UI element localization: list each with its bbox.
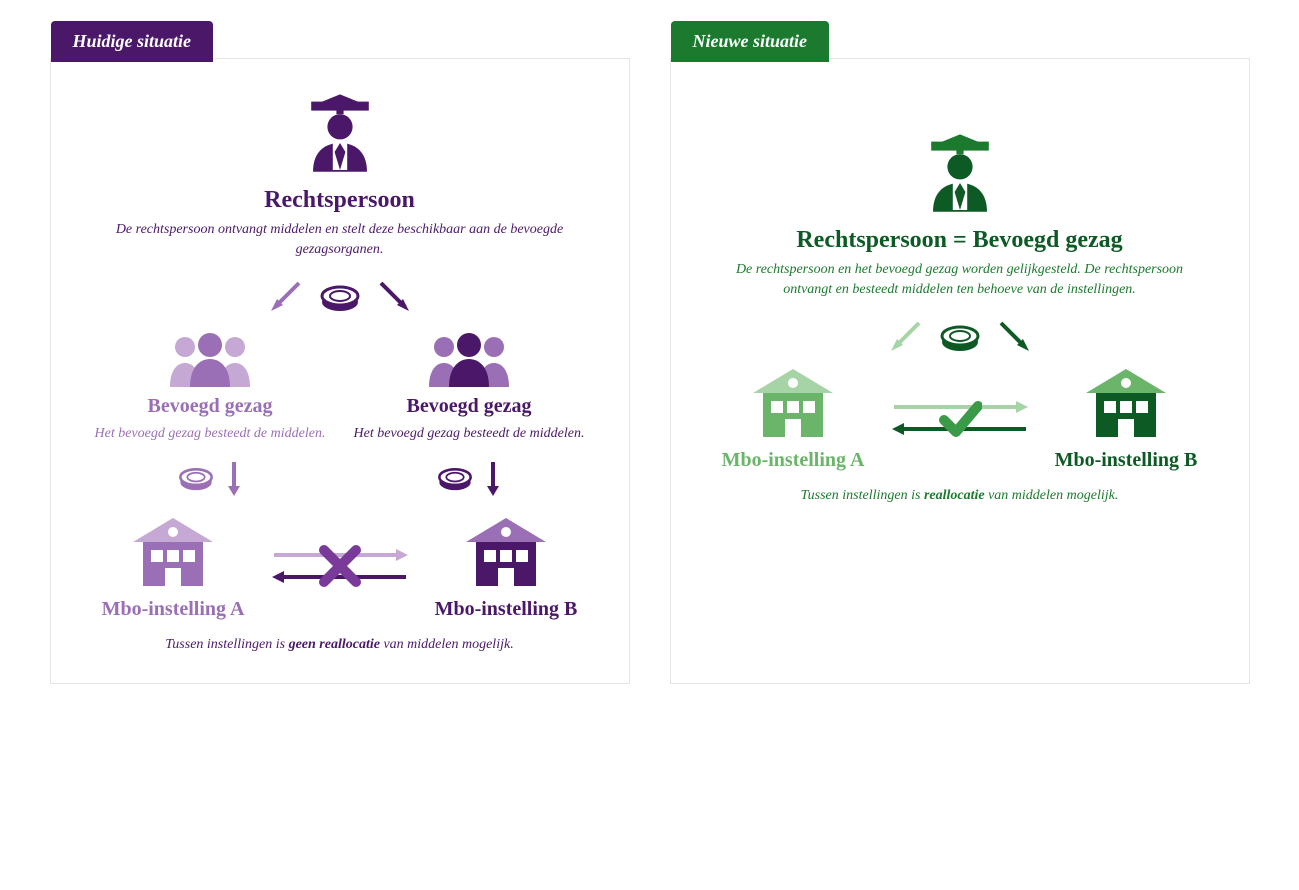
title-current: Rechtspersoon — [264, 187, 415, 214]
check-icon — [938, 396, 982, 440]
authority-a-desc: Het bevoegd gezag besteedt de middelen. — [95, 424, 326, 444]
tab-new: Nieuwe situatie — [671, 21, 830, 62]
title-new: Rechtspersoon = Bevoegd gezag — [796, 227, 1122, 254]
building-icon — [743, 363, 843, 443]
footer-post: van middelen mogelijk. — [380, 637, 514, 652]
people-icon — [160, 329, 260, 389]
graduate-icon — [295, 89, 385, 179]
tab-current: Huidige situatie — [51, 21, 214, 62]
cross-icon — [318, 544, 362, 588]
building-icon — [1076, 363, 1176, 443]
panel-new: Nieuwe situatie Rechtspersoon = Bevoegd … — [670, 58, 1250, 684]
arrow-left-icon — [885, 317, 925, 357]
institution-a: Mbo-instelling A — [81, 512, 266, 621]
building-icon — [456, 512, 556, 592]
authority-b: Bevoegd gezag Het bevoegd gezag besteedt… — [340, 329, 599, 498]
coin-icon — [435, 463, 475, 493]
footer-pre: Tussen instellingen is — [801, 488, 924, 503]
authority-a-title: Bevoegd gezag — [148, 395, 273, 418]
arrow-down-icon — [224, 458, 244, 498]
institution-b-new-label: Mbo-instelling B — [1055, 449, 1198, 472]
exchange-blocked — [266, 546, 414, 586]
footer-bold: geen reallocatie — [289, 637, 380, 652]
footer-pre: Tussen instellingen is — [165, 637, 288, 652]
authority-a: Bevoegd gezag Het bevoegd gezag besteedt… — [81, 329, 340, 498]
institution-b-new: Mbo-instelling B — [1034, 363, 1219, 472]
panel-current: Huidige situatie Rechtspersoon De rechts… — [50, 58, 630, 684]
institution-a-new-label: Mbo-instelling A — [722, 449, 865, 472]
graduate-icon — [915, 129, 1005, 219]
desc-current: De rechtspersoon ontvangt middelen en st… — [110, 220, 570, 259]
coin-icon — [937, 320, 983, 354]
arrow-down-icon — [483, 458, 503, 498]
people-icon — [419, 329, 519, 389]
institution-b-label: Mbo-instelling B — [435, 598, 578, 621]
authority-b-title: Bevoegd gezag — [407, 395, 532, 418]
split-arrows-new — [885, 317, 1035, 357]
coin-icon — [176, 463, 216, 493]
split-arrows-current — [265, 277, 415, 317]
institution-a-label: Mbo-instelling A — [102, 598, 245, 621]
arrow-right-icon — [375, 277, 415, 317]
exchange-allowed — [886, 398, 1034, 438]
coin-icon — [317, 280, 363, 314]
footer-bold: reallocatie — [924, 488, 985, 503]
building-icon — [123, 512, 223, 592]
footer-post: van middelen mogelijk. — [985, 488, 1119, 503]
authority-b-desc: Het bevoegd gezag besteedt de middelen. — [354, 424, 585, 444]
footer-new: Tussen instellingen is reallocatie van m… — [801, 488, 1119, 504]
institution-a-new: Mbo-instelling A — [701, 363, 886, 472]
institution-b: Mbo-instelling B — [414, 512, 599, 621]
arrow-right-icon — [995, 317, 1035, 357]
arrow-left-icon — [265, 277, 305, 317]
desc-new: De rechtspersoon en het bevoegd gezag wo… — [730, 260, 1190, 299]
footer-current: Tussen instellingen is geen reallocatie … — [165, 637, 513, 653]
